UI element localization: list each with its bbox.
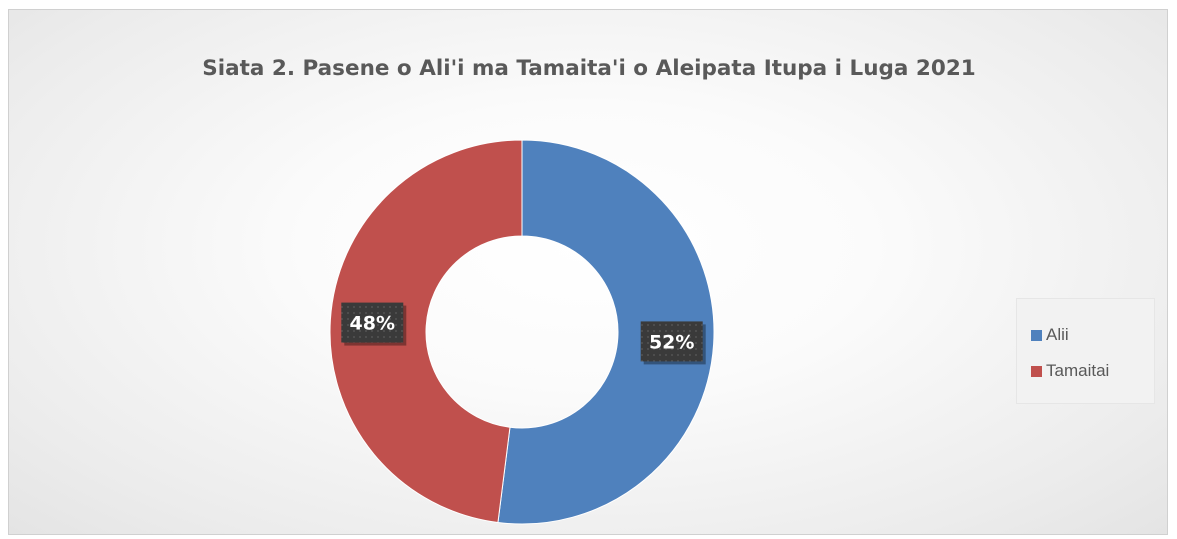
data-label-box (640, 321, 703, 362)
legend-label: Tamaitai (1046, 361, 1110, 380)
legend: Alii Tamaitai (1016, 298, 1155, 404)
legend-swatch (1031, 329, 1042, 341)
legend-item-tamaitai: Tamaitai (1017, 353, 1154, 389)
legend-item-alii: Alii (1017, 317, 1154, 353)
data-label-tamaitai: 48% (341, 302, 407, 346)
legend-swatch (1031, 365, 1042, 377)
data-label-box (341, 302, 404, 343)
chart-area: Siata 2. Pasene o Ali'i ma Tamaita'i o A… (8, 9, 1168, 535)
data-label-text: 48% (350, 313, 395, 335)
donut-slice-tamaitai (329, 139, 523, 524)
chart-title: Siata 2. Pasene o Ali'i ma Tamaita'i o A… (202, 56, 976, 81)
donut-chart: 52% 48% (329, 139, 715, 525)
legend-label: Alii (1046, 325, 1069, 344)
donut-slice-alii (497, 139, 715, 525)
data-label-text: 52% (649, 331, 694, 353)
data-label-alii: 52% (640, 321, 706, 365)
